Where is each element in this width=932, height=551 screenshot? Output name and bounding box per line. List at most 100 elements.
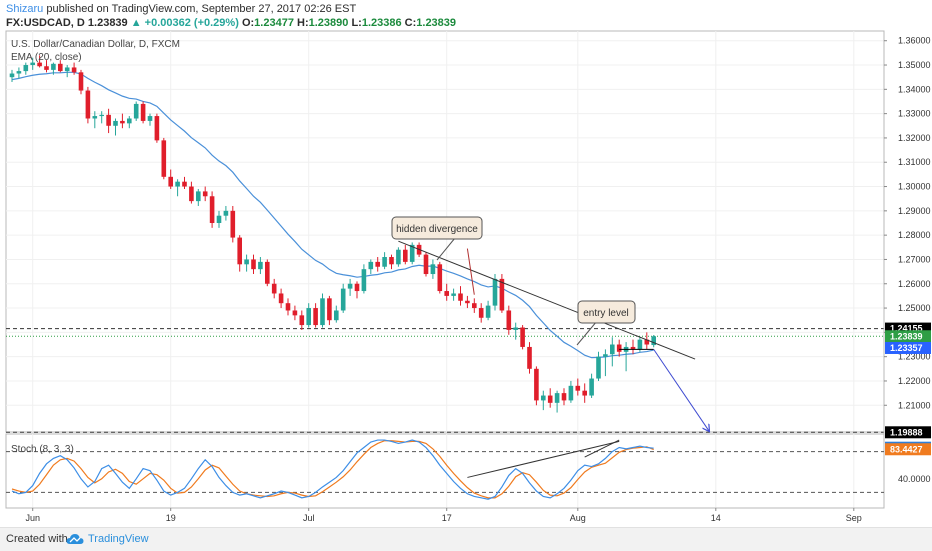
candle-body — [189, 186, 194, 202]
candle — [561, 388, 567, 406]
candle — [106, 108, 111, 134]
price-tick-label: 1.35000 — [898, 60, 931, 70]
price-tick-label: 1.23000 — [898, 352, 931, 362]
candle — [616, 339, 622, 357]
candle — [430, 259, 436, 279]
candle — [265, 259, 270, 287]
candle-body — [368, 261, 374, 270]
callout-text: hidden divergence — [396, 224, 478, 235]
candle — [651, 335, 656, 348]
stoch-trendline — [467, 440, 620, 478]
candle — [189, 181, 194, 204]
candle — [182, 176, 187, 189]
candle — [237, 235, 242, 272]
candle-body — [499, 278, 505, 311]
candle — [23, 62, 29, 75]
entry-level-callout[interactable]: entry level — [576, 300, 636, 346]
candle-body — [589, 378, 594, 396]
candle-body — [630, 346, 636, 350]
footer-bar: Created with TradingView — [0, 527, 932, 551]
stoch-pane[interactable] — [5, 433, 932, 509]
candle — [16, 67, 22, 79]
candle — [472, 298, 477, 313]
candle-body — [16, 71, 22, 74]
stoch-legend[interactable]: Stoch (8, 3, 3) — [11, 444, 74, 455]
candle — [506, 305, 512, 335]
candle-body — [644, 339, 650, 345]
candle — [382, 252, 387, 270]
candle-body — [140, 103, 146, 121]
candle-body — [265, 261, 270, 284]
candle — [375, 257, 380, 272]
candle-body — [244, 259, 249, 265]
price-tick-label: 1.21000 — [898, 400, 931, 410]
time-axis[interactable]: Jun19Jul17Aug14Sep18Oct16Nov20Dec — [6, 507, 932, 523]
candle-body — [113, 120, 118, 126]
price-tick-label: 1.30000 — [898, 182, 931, 192]
candle-body — [534, 368, 539, 401]
tradingview-link[interactable]: TradingView — [88, 533, 149, 545]
close-label: C: — [404, 17, 417, 29]
candle-body — [375, 261, 380, 267]
candle-body — [106, 114, 111, 126]
candle — [140, 101, 146, 124]
ema-legend[interactable]: EMA (20, close) — [11, 52, 82, 63]
candle — [403, 244, 408, 265]
stoch-trendline — [584, 439, 620, 458]
trendline — [398, 240, 696, 360]
callout-box — [391, 216, 483, 240]
candle — [285, 298, 291, 316]
author-link[interactable]: Shizaru — [6, 3, 44, 15]
candle-body — [23, 65, 29, 72]
candle-body — [168, 176, 173, 187]
candle-body — [209, 196, 215, 223]
time-tick-label: Jul — [303, 513, 315, 523]
candle — [37, 55, 42, 68]
candle — [78, 69, 84, 95]
candle-body — [506, 310, 512, 330]
candle — [71, 62, 77, 75]
publish-info: published on TradingView.com, September … — [46, 3, 357, 15]
stoch-lines-layer — [6, 439, 884, 500]
candle-body — [616, 344, 622, 352]
callout-pointer — [436, 237, 456, 261]
candle-body — [37, 62, 42, 67]
candle-body — [389, 257, 394, 265]
hidden-divergence-callout[interactable]: hidden divergence — [391, 216, 483, 261]
candle — [478, 303, 484, 323]
candle-body — [409, 244, 415, 262]
candle-body — [9, 73, 15, 78]
stoch-axis[interactable]: 40.000085.737183.4427 — [885, 441, 931, 484]
candle — [541, 390, 546, 411]
candle — [437, 261, 443, 294]
candle-body — [603, 354, 608, 357]
candle — [313, 303, 318, 328]
chart-canvas[interactable]: hidden divergence entry level U.S. Dolla… — [0, 30, 932, 527]
stoch-tick-label: 40.0000 — [898, 474, 931, 484]
price-badge: 1.19888 — [885, 426, 931, 439]
candle — [354, 281, 360, 299]
candle — [209, 191, 215, 228]
candle — [451, 288, 456, 301]
created-with-label: Created with — [6, 533, 68, 545]
candle — [320, 293, 325, 328]
candle — [582, 383, 587, 403]
candle — [396, 247, 401, 267]
low-label: L: — [351, 17, 362, 29]
candle-body — [161, 140, 167, 177]
candle — [230, 205, 236, 243]
candle — [485, 300, 491, 321]
symbol-label[interactable]: FX:USDCAD, D — [6, 17, 85, 29]
candle-body — [458, 293, 463, 301]
trendlines-layer — [398, 240, 709, 431]
candle-body — [44, 66, 49, 70]
candle — [361, 264, 367, 294]
candles-layer — [9, 55, 656, 413]
price-tick-label: 1.22000 — [898, 376, 931, 386]
trendline — [466, 248, 475, 295]
high-label: H: — [297, 17, 309, 29]
candle-body — [478, 308, 484, 318]
candle-body — [320, 298, 325, 326]
candle — [423, 252, 429, 277]
